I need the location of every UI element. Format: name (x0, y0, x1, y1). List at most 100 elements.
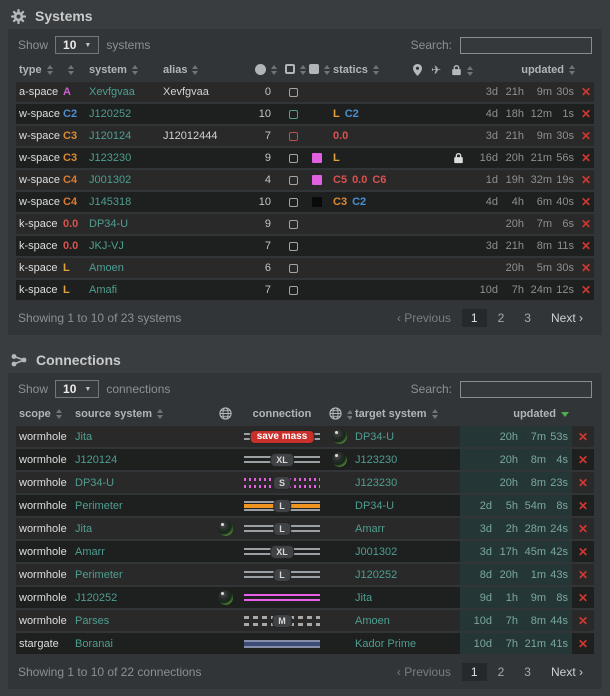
target-system-link[interactable]: Amoen (355, 614, 390, 627)
col-source-system[interactable]: source system (72, 406, 212, 424)
status-square-icon[interactable] (289, 241, 298, 251)
col-updated[interactable]: updated (460, 406, 572, 424)
status-square-icon[interactable] (289, 263, 298, 273)
source-system-link[interactable]: Perimeter (75, 499, 123, 512)
delete-button[interactable]: ✕ (577, 590, 589, 605)
col-type[interactable]: type (16, 62, 60, 80)
connection-indicator[interactable]: L (244, 521, 320, 536)
page-button[interactable]: 3 (524, 665, 531, 679)
sort-icon-active[interactable] (561, 411, 569, 417)
table-row[interactable]: wormhole J120124 XL J123230 20h 8m 4s ✕ (16, 449, 594, 470)
source-system-link[interactable]: J120124 (75, 453, 118, 466)
col-plane[interactable]: ✈ (428, 62, 448, 80)
source-system-link[interactable]: Parses (75, 614, 110, 627)
table-row[interactable]: w-space C4 J001302 4 C5 0.0 C6 1d 19h 32m 19s ✕ (16, 170, 594, 190)
table-row[interactable]: wormhole Perimeter L J120252 8d 20h 1m 43s ✕ (16, 564, 594, 585)
col-location[interactable] (410, 62, 428, 80)
system-link[interactable]: J123230 (89, 152, 132, 164)
system-link[interactable]: J120124 (89, 130, 132, 142)
status-square-icon[interactable] (289, 109, 298, 119)
delete-button[interactable]: ✕ (581, 217, 592, 231)
connection-indicator[interactable]: M (244, 613, 320, 628)
table-row[interactable]: wormhole J120252 Jita 9d 1h 9m 8s ✕ (16, 587, 594, 608)
source-system-link[interactable]: Jita (75, 430, 93, 443)
target-system-link[interactable]: J123230 (355, 453, 398, 466)
col-target-globe[interactable] (326, 406, 352, 424)
col-tag-square[interactable] (306, 62, 330, 80)
previous-button[interactable]: ‹ Previous (396, 665, 451, 679)
target-system-link[interactable]: Amarr (355, 522, 385, 535)
system-link[interactable]: Amoen (89, 262, 124, 274)
systems-search-input[interactable] (460, 36, 592, 54)
delete-button[interactable]: ✕ (577, 498, 589, 513)
sort-icon[interactable] (55, 409, 62, 420)
col-security-class[interactable] (60, 62, 86, 80)
table-row[interactable]: wormhole Amarr XL J001302 3d 17h 45m 42s ✕ (16, 541, 594, 562)
system-link[interactable]: Amafi (89, 284, 118, 296)
col-statics[interactable]: statics (330, 62, 410, 80)
delete-button[interactable]: ✕ (581, 261, 592, 275)
delete-button[interactable]: ✕ (577, 475, 589, 490)
source-system-link[interactable]: J120252 (75, 591, 118, 604)
connection-indicator[interactable]: XL (244, 544, 320, 559)
delete-button[interactable]: ✕ (577, 521, 589, 536)
sort-icon[interactable] (271, 65, 277, 76)
sort-icon[interactable] (131, 65, 138, 76)
delete-button[interactable]: ✕ (581, 173, 592, 187)
connection-indicator[interactable]: S (244, 475, 320, 490)
table-row[interactable]: wormhole DP34-U S J123230 20h 8m 23s ✕ (16, 472, 594, 493)
sort-icon[interactable] (157, 409, 164, 420)
delete-button[interactable]: ✕ (581, 107, 592, 121)
sort-icon[interactable] (347, 410, 352, 421)
sort-icon[interactable] (467, 65, 473, 76)
sort-icon[interactable] (324, 65, 330, 76)
table-row[interactable]: k-space 0.0 JKJ-VJ 7 3d 21h 8m 11s ✕ (16, 236, 594, 256)
system-link[interactable]: J120252 (89, 108, 132, 120)
table-row[interactable]: k-space 0.0 DP34-U 9 20h 7m 6s ✕ (16, 214, 594, 234)
table-row[interactable]: w-space C3 J120124 J12012444 7 0.0 3d 21h 9m 30s ✕ (16, 126, 594, 146)
delete-button[interactable]: ✕ (577, 429, 589, 444)
delete-button[interactable]: ✕ (581, 129, 592, 143)
target-system-link[interactable]: DP34-U (355, 430, 395, 443)
source-system-link[interactable]: Boranai (75, 637, 113, 650)
connection-indicator[interactable]: save mass (244, 429, 320, 444)
delete-button[interactable]: ✕ (577, 567, 589, 582)
source-system-link[interactable]: Amarr (75, 545, 105, 558)
table-row[interactable]: stargate Boranai Kador Prime 10d 7h 21m 41s ✕ (16, 633, 594, 654)
connections-search-input[interactable] (460, 380, 592, 398)
col-lock[interactable] (448, 62, 474, 80)
table-row[interactable]: wormhole Jita L Amarr 3d 2h 28m 24s ✕ (16, 518, 594, 539)
page-button[interactable]: 1 (461, 663, 487, 681)
sort-icon[interactable] (569, 65, 575, 76)
target-system-link[interactable]: Jita (355, 591, 373, 604)
delete-button[interactable]: ✕ (577, 452, 589, 467)
page-length-select[interactable]: 10 ▼ (55, 380, 100, 398)
col-alias[interactable]: alias (160, 62, 252, 80)
system-link[interactable]: J001302 (89, 174, 132, 186)
page-button[interactable]: 2 (497, 311, 505, 325)
table-row[interactable]: wormhole Perimeter L DP34-U 2d 5h 54m 8s ✕ (16, 495, 594, 516)
connection-indicator[interactable]: XL (244, 452, 320, 467)
source-system-link[interactable]: DP34-U (75, 476, 115, 489)
page-button[interactable]: 2 (497, 665, 505, 679)
delete-button[interactable]: ✕ (581, 85, 592, 99)
delete-button[interactable]: ✕ (581, 151, 592, 165)
page-button[interactable]: 3 (524, 311, 531, 325)
col-target-system[interactable]: target system (352, 406, 460, 424)
sort-icon[interactable] (372, 65, 379, 76)
table-row[interactable]: w-space C4 J145318 10 C3 C2 4d 4h 6m 40s ✕ (16, 192, 594, 212)
col-system[interactable]: system (86, 62, 160, 80)
target-system-link[interactable]: J123230 (355, 476, 398, 489)
sort-icon[interactable] (300, 65, 306, 76)
delete-button[interactable]: ✕ (577, 636, 589, 651)
next-button[interactable]: Next › (550, 311, 583, 325)
status-square-icon[interactable] (289, 219, 298, 229)
target-system-link[interactable]: J120252 (355, 568, 398, 581)
sort-icon[interactable] (192, 65, 199, 76)
table-row[interactable]: w-space C2 J120252 10 L C2 4d 18h 12m 1s ✕ (16, 104, 594, 124)
target-system-link[interactable]: Kador Prime (355, 637, 417, 650)
col-active-pilots[interactable] (252, 62, 282, 80)
page-length-select[interactable]: 10 ▼ (55, 36, 100, 54)
source-system-link[interactable]: Perimeter (75, 568, 123, 581)
status-square-icon[interactable] (289, 87, 298, 97)
